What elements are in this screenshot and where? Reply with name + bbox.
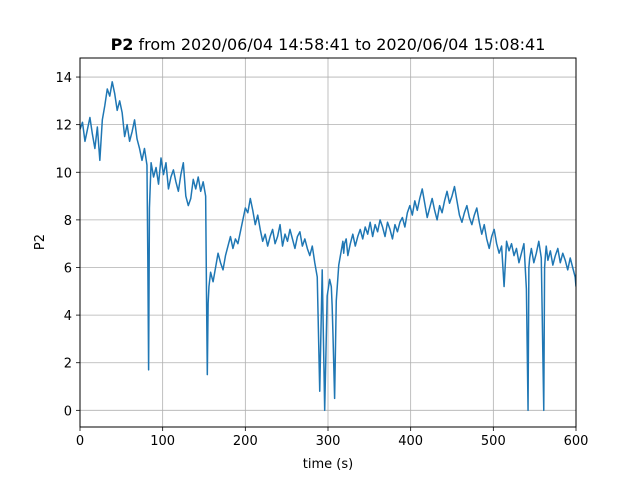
y-tick-label: 2	[64, 357, 72, 372]
chart-title: P2 from 2020/06/04 14:58:41 to 2020/06/0…	[111, 35, 546, 54]
y-axis-label: P2	[33, 234, 48, 250]
y-tick-label: 0	[64, 404, 72, 419]
x-tick-label: 500	[481, 434, 506, 449]
series-line-0	[80, 81, 576, 412]
y-tick-label: 8	[64, 214, 72, 229]
x-tick-label: 400	[398, 434, 423, 449]
y-tick-label: 4	[64, 309, 72, 324]
x-tick-label: 200	[233, 434, 258, 449]
y-tick-label: 12	[55, 119, 72, 134]
ticks: 0 100 200 300 400 500 600 0 2 4 6 8 10 12 14	[55, 71, 588, 449]
x-tick-label: 600	[564, 434, 589, 449]
y-tick-label: 14	[55, 71, 72, 86]
chart-title-bold: P2	[111, 35, 134, 54]
x-tick-label: 0	[76, 434, 84, 449]
x-axis-label: time (s)	[303, 457, 353, 472]
chart-title-rest: from 2020/06/04 14:58:41 to 2020/06/04 1…	[133, 35, 545, 54]
y-tick-label: 10	[55, 166, 72, 181]
x-tick-label: 300	[316, 434, 341, 449]
x-tick-label: 100	[150, 434, 175, 449]
series-layer	[80, 81, 576, 412]
y-tick-label: 6	[64, 261, 72, 276]
